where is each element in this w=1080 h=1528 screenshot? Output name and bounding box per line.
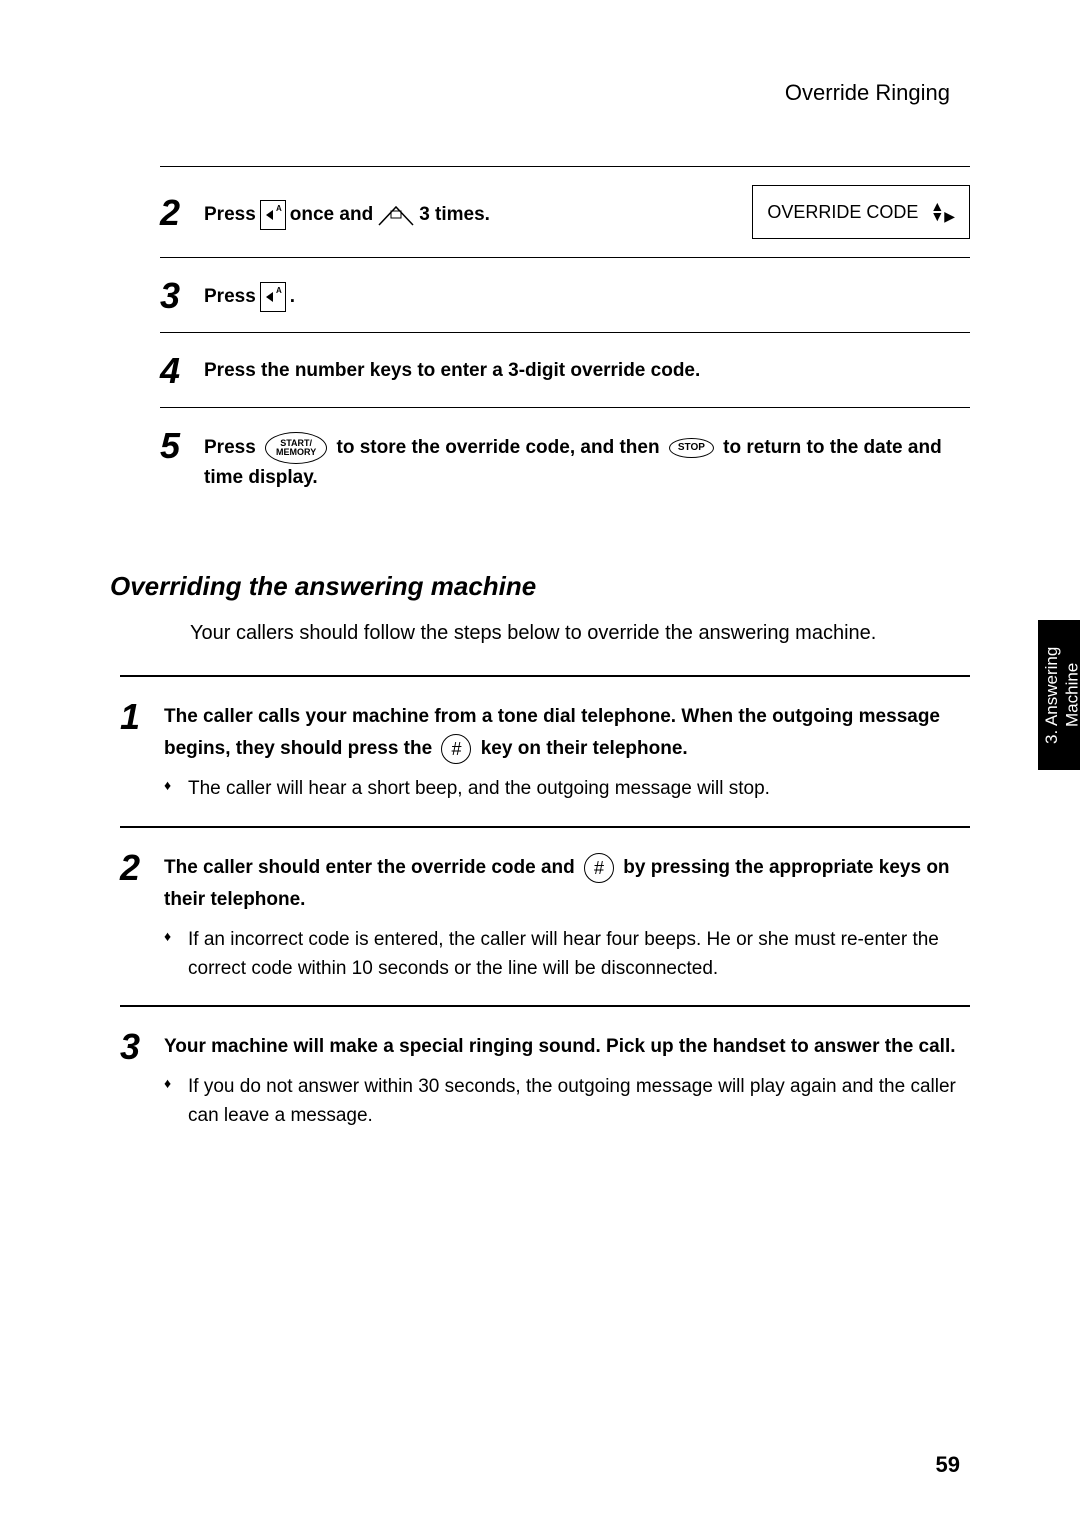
step-number: 4 — [160, 353, 204, 389]
step-text: 3 times. — [419, 201, 490, 230]
page-number: 59 — [936, 1452, 960, 1478]
bottom-steps-block: 1 The caller calls your machine from a t… — [120, 675, 970, 1153]
lcd-text: OVERRIDE CODE — [767, 202, 918, 223]
bullet-item: The caller will hear a short beep, and t… — [164, 775, 970, 804]
step-number: 3 — [160, 278, 204, 314]
bullet-list: If an incorrect code is entered, the cal… — [164, 926, 970, 983]
step-text: Press — [204, 437, 261, 458]
step-body: The caller calls your machine from a ton… — [164, 697, 970, 804]
stop-key-icon: STOP — [669, 438, 714, 458]
hash-key-icon: # — [584, 853, 614, 883]
step-text: Press — [204, 201, 256, 230]
updown-icon: ▲▼▶ — [930, 202, 955, 222]
step-text: . — [290, 283, 295, 312]
step-row: 3 Press . — [160, 257, 970, 332]
top-steps-block: 2 Press once and 3 times. OVERRIDE CODE … — [160, 166, 970, 511]
left-arrow-key-icon — [260, 200, 286, 230]
start-memory-key-icon: START/ MEMORY — [265, 432, 327, 464]
bullet-item: If an incorrect code is entered, the cal… — [164, 926, 970, 983]
lcd-display-box: OVERRIDE CODE ▲▼▶ — [752, 185, 970, 239]
step-number: 2 — [160, 195, 204, 231]
step-row: 2 The caller should enter the override c… — [120, 826, 970, 1006]
function-key-icon — [377, 203, 415, 227]
step-body: The caller should enter the override cod… — [164, 848, 970, 984]
step-number: 3 — [120, 1029, 164, 1065]
step-body: Your machine will make a special ringing… — [164, 1027, 970, 1130]
section-title: Overriding the answering machine — [110, 571, 970, 602]
bullet-list: The caller will hear a short beep, and t… — [164, 775, 970, 804]
step-row: 2 Press once and 3 times. OVERRIDE CODE … — [160, 166, 970, 257]
step-number: 1 — [120, 699, 164, 735]
step-text-bold: The caller should enter the override cod… — [164, 857, 580, 878]
step-text: once and — [290, 201, 373, 230]
step-body: Press START/ MEMORY to store the overrid… — [204, 426, 970, 493]
left-arrow-key-icon — [260, 282, 286, 312]
step-body: Press once and 3 times. — [204, 194, 752, 230]
step-text: Press — [204, 283, 256, 312]
bullet-list: If you do not answer within 30 seconds, … — [164, 1073, 970, 1130]
step-number: 5 — [160, 428, 204, 464]
page-header-title: Override Ringing — [110, 80, 970, 106]
step-number: 2 — [120, 850, 164, 886]
step-text-bold: key on their telephone. — [481, 738, 688, 759]
chapter-side-tab: 3. Answering Machine — [1038, 620, 1080, 770]
step-row: 1 The caller calls your machine from a t… — [120, 675, 970, 826]
section-intro: Your callers should follow the steps bel… — [190, 622, 970, 645]
step-body: Press the number keys to enter a 3-digit… — [204, 351, 970, 386]
step-text: to store the override code, and then — [337, 437, 665, 458]
bullet-item: If you do not answer within 30 seconds, … — [164, 1073, 970, 1130]
step-row: 3 Your machine will make a special ringi… — [120, 1005, 970, 1152]
step-body: Press . — [204, 276, 970, 312]
side-tab-line: Machine — [1062, 663, 1080, 727]
hash-key-icon: # — [441, 734, 471, 764]
step-text-bold: Your machine will make a special ringing… — [164, 1036, 956, 1057]
step-row: 5 Press START/ MEMORY to store the overr… — [160, 407, 970, 511]
side-tab-line: 3. Answering — [1042, 646, 1061, 743]
step-row: 4 Press the number keys to enter a 3-dig… — [160, 332, 970, 407]
